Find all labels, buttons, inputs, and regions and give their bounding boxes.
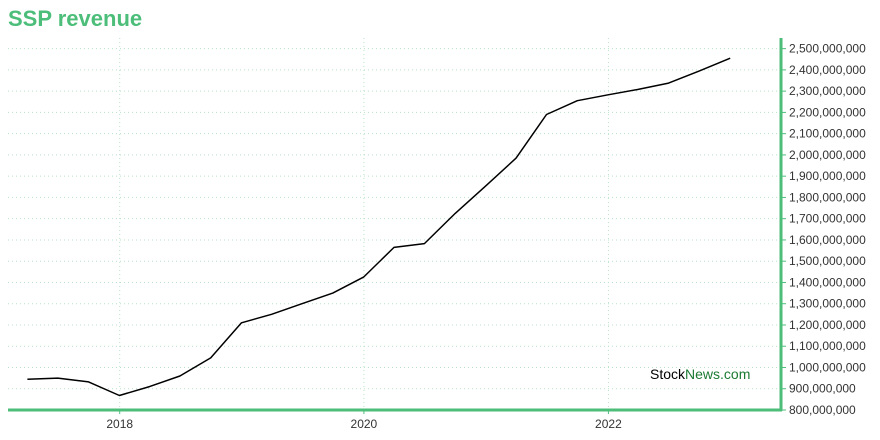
y-gridlines (8, 48, 786, 411)
y-tick-label: 2,400,000,000 (789, 63, 866, 77)
x-tick-labels: 2018 2020 2022 (106, 417, 622, 431)
y-tick-label: 1,900,000,000 (789, 169, 866, 183)
y-tick-label: 1,800,000,000 (789, 190, 866, 204)
watermark-stock: Stock (650, 366, 686, 382)
y-tick-label: 2,100,000,000 (789, 127, 866, 141)
y-tick-label: 2,300,000,000 (789, 84, 866, 98)
y-tick-label: 1,300,000,000 (789, 297, 866, 311)
axes (8, 38, 783, 412)
y-tick-label: 1,200,000,000 (789, 318, 866, 332)
watermark-com: .com (720, 366, 750, 382)
watermark: StockNews.com (650, 366, 750, 382)
y-tick-label: 1,100,000,000 (789, 339, 866, 353)
chart-title: SSP revenue (8, 6, 143, 31)
x-tick-label: 2022 (595, 417, 622, 431)
y-tick-label: 1,700,000,000 (789, 212, 866, 226)
y-tick-label: 900,000,000 (789, 382, 856, 396)
x-tick-label: 2018 (106, 417, 133, 431)
y-tick-label: 1,500,000,000 (789, 254, 866, 268)
y-tick-label: 1,400,000,000 (789, 275, 866, 289)
y-tick-labels: 800,000,000 900,000,000 1,000,000,000 1,100… (789, 42, 866, 417)
x-gridlines (119, 38, 609, 414)
y-tick-label: 800,000,000 (789, 403, 856, 417)
y-tick-label: 1,600,000,000 (789, 233, 866, 247)
series-group (27, 57, 731, 397)
revenue-series-line (27, 57, 731, 397)
y-tick-label: 2,200,000,000 (789, 105, 866, 119)
y-tick-label: 1,000,000,000 (789, 360, 866, 374)
y-tick-label: 2,500,000,000 (789, 42, 866, 56)
watermark-news: News (685, 366, 720, 382)
y-tick-label: 2,000,000,000 (789, 148, 866, 162)
x-tick-label: 2020 (351, 417, 378, 431)
